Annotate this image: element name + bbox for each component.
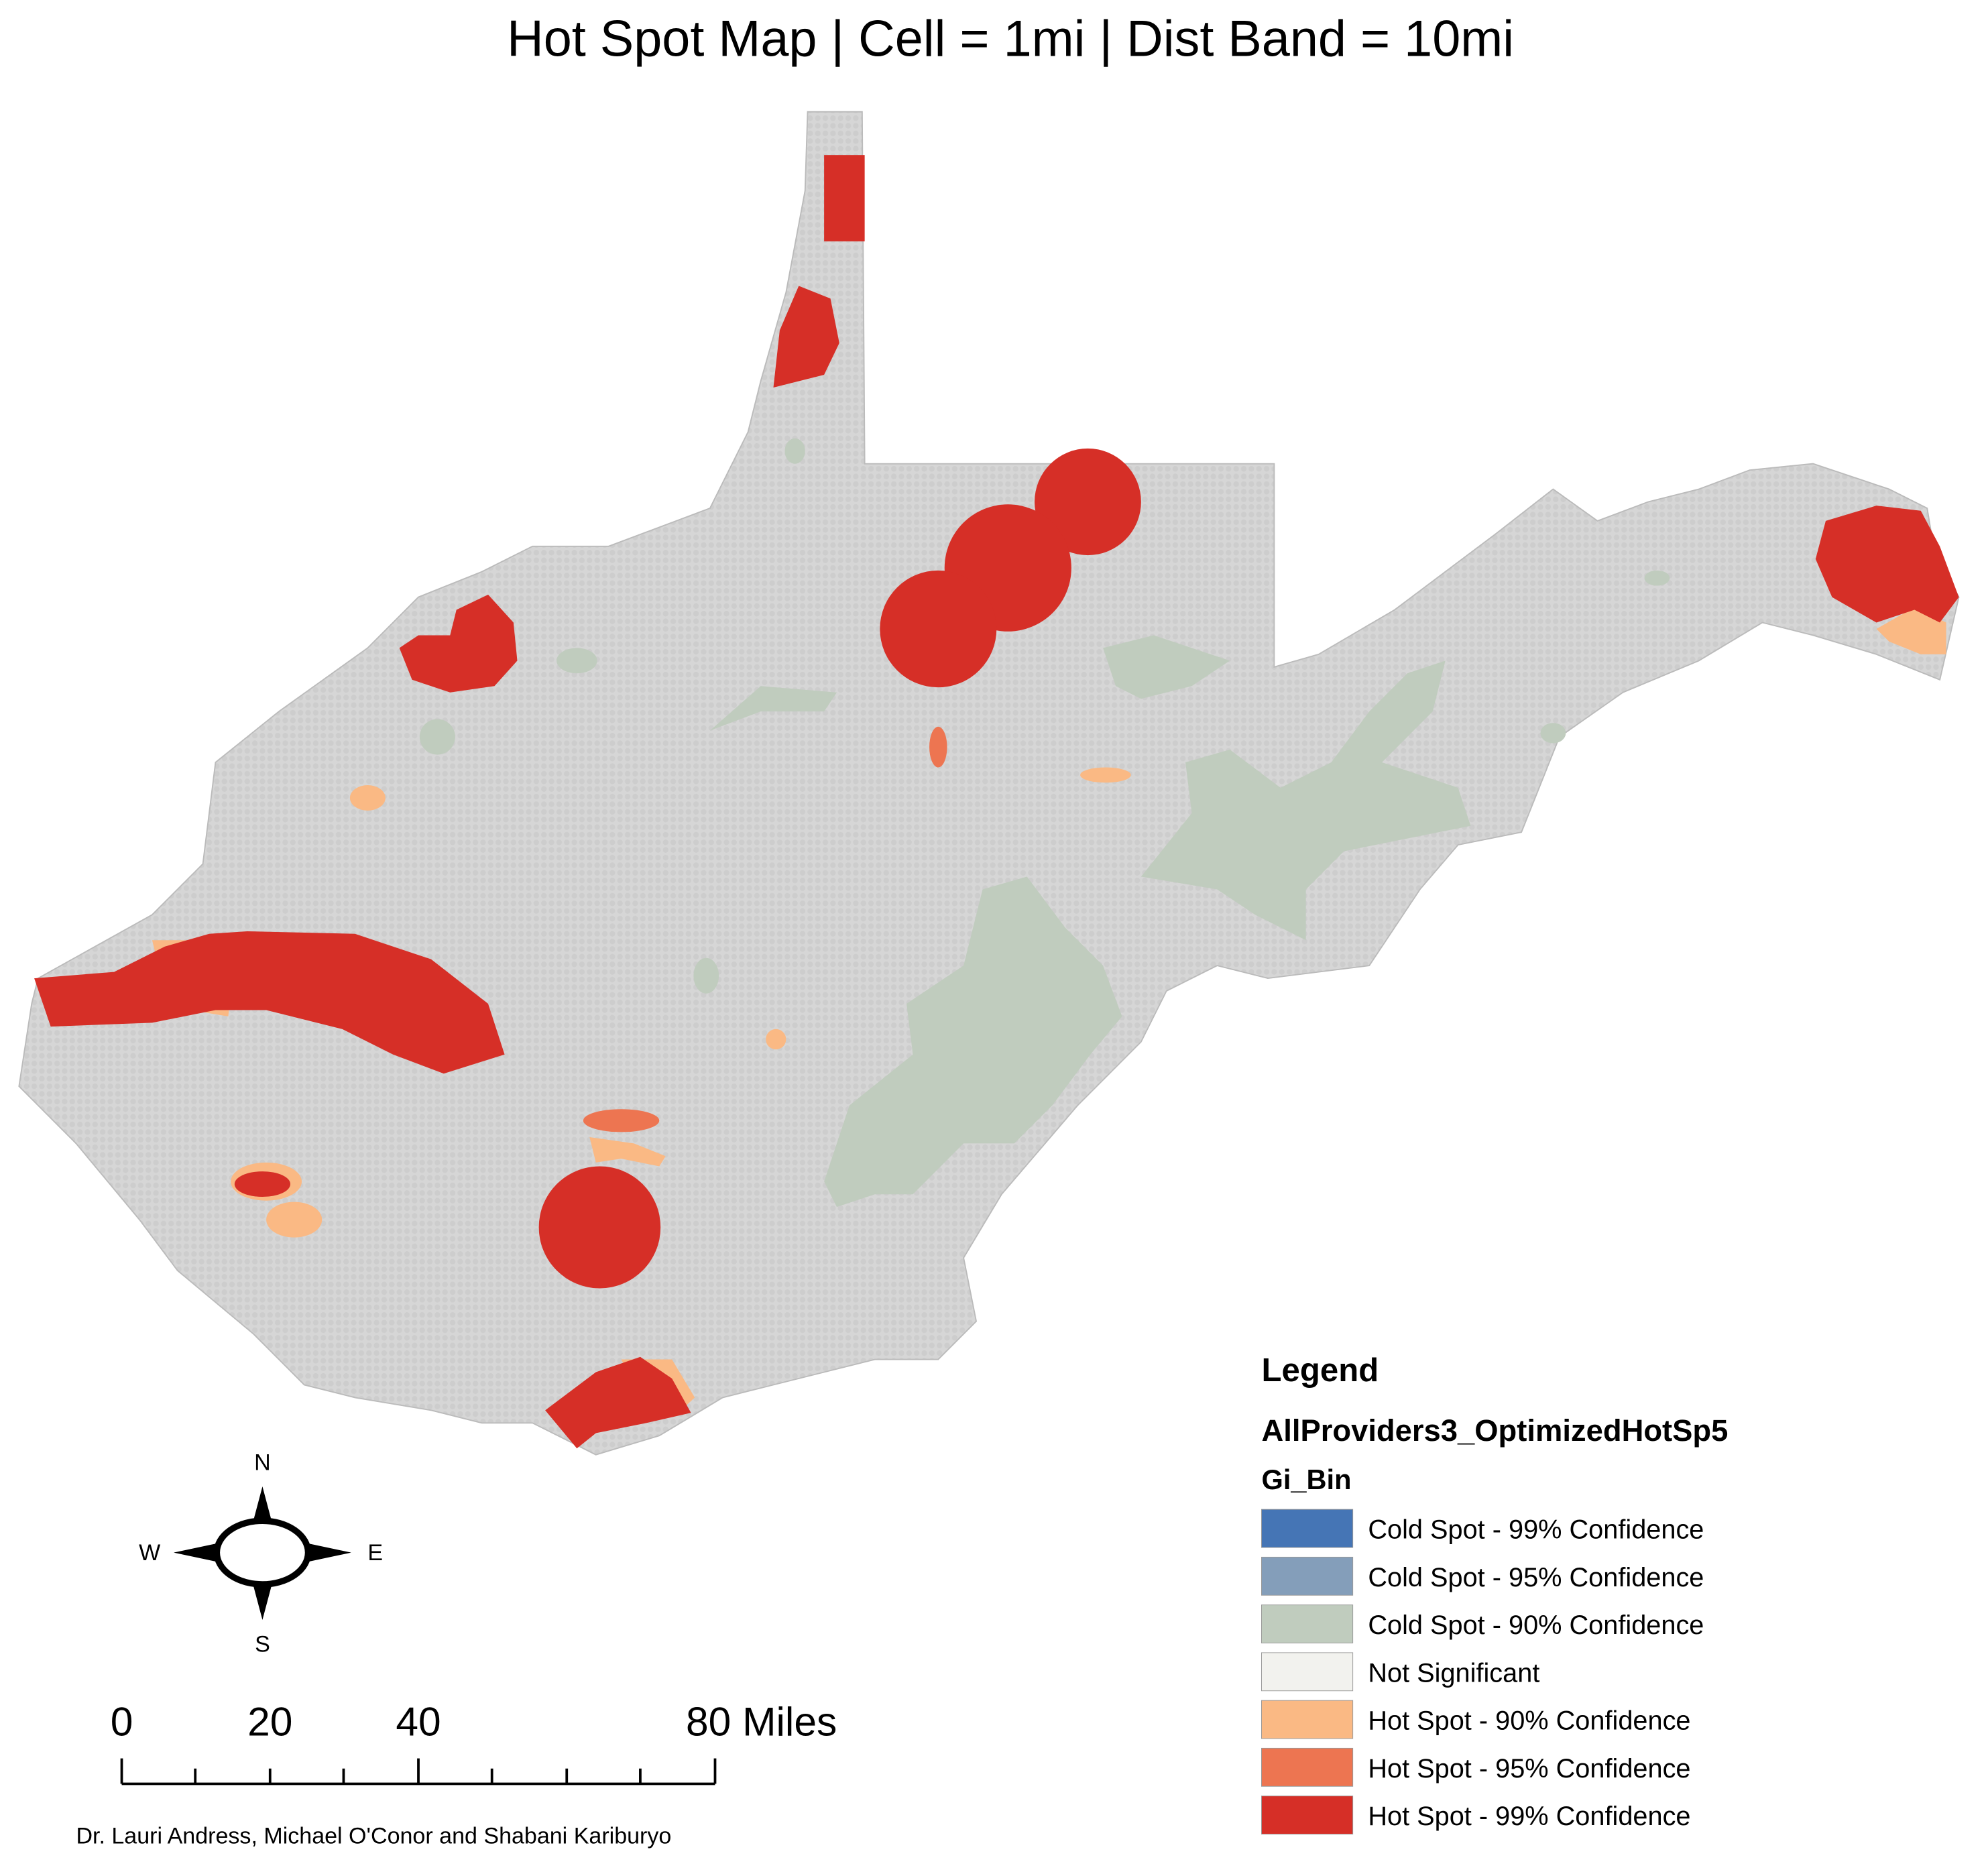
legend-swatch [1261,1509,1354,1548]
compass-arrow [174,1543,216,1562]
cold-spot-area [557,648,597,674]
hot-spot-area [34,931,505,1074]
legend: Legend AllProviders3_OptimizedHotSp5 Gi_… [1261,1352,1728,1834]
legend-swatch [1261,1747,1354,1787]
compass-ring [213,1517,312,1588]
hot-spot-area [1815,506,1959,623]
map-title: Hot Spot Map | Cell = 1mi | Dist Band = … [507,10,1514,67]
legend-swatch [1261,1700,1354,1739]
hot-spot-area [349,785,386,811]
legend-title: Legend [1261,1352,1379,1389]
hot-spot-99-group [34,155,1959,1449]
scale-bar [120,1758,717,1785]
scale-label: 80 Miles [686,1698,837,1744]
legend-label: Hot Spot - 90% Confidence [1368,1706,1690,1736]
hot-spot-area [1035,448,1141,556]
cold-spot-area [1540,723,1566,744]
compass-arrow [252,1582,273,1621]
compass-south: S [255,1631,270,1657]
compass-arrow [252,1486,273,1525]
hot-spot-area [1876,607,1946,654]
hot-spot-area [545,1356,691,1449]
credits: Dr. Lauri Andress, Michael O'Conor and S… [76,1823,671,1849]
legend-swatch [1261,1556,1354,1596]
scale-label: 20 [247,1698,292,1744]
legend-label: Not Significant [1368,1658,1539,1688]
compass-west: W [139,1540,161,1566]
hot-spot-area [1080,767,1131,783]
legend-label: Hot Spot - 95% Confidence [1368,1754,1690,1783]
legend-swatch [1261,1796,1354,1834]
hot-spot-95-group [583,726,947,1132]
hot-spot-area [773,286,839,388]
compass-arrow [309,1543,351,1562]
hot-spot-area [399,594,518,693]
hot-spot-area [766,1029,786,1050]
legend-label: Cold Spot - 95% Confidence [1368,1563,1704,1592]
scale-label: 0 [111,1698,133,1744]
cold-spot-area [1103,635,1230,699]
hot-spot-area [589,1136,666,1167]
compass-north: N [254,1450,271,1475]
hot-spot-area [234,1171,291,1197]
cold-spot-area [709,686,837,731]
cold-spot-area [824,876,1122,1208]
cold-spot-group [419,438,1670,1208]
legend-field: Gi_Bin [1261,1464,1351,1495]
hot-spot-area [880,570,997,688]
cold-spot-area [419,719,455,755]
legend-label: Cold Spot - 99% Confidence [1368,1515,1704,1545]
hot-spot-area [824,155,865,242]
hot-spot-area [266,1202,323,1238]
hot-spot-area [538,1166,661,1289]
cold-spot-area [1141,660,1471,941]
cold-spot-area [693,957,719,994]
legend-label: Cold Spot - 90% Confidence [1368,1611,1704,1640]
legend-swatch [1261,1652,1354,1692]
hot-spot-area [583,1109,660,1132]
compass: N S E W [139,1450,383,1657]
compass-east: E [367,1540,383,1566]
cold-spot-area [1644,570,1670,586]
legend-label: Hot Spot - 99% Confidence [1368,1802,1690,1831]
legend-swatch [1261,1604,1354,1643]
cold-spot-area [784,438,805,464]
hot-spot-area [929,726,947,768]
scale-label: 40 [396,1698,441,1744]
legend-layer: AllProviders3_OptimizedHotSp5 [1261,1413,1728,1448]
state-area [18,111,1960,1456]
